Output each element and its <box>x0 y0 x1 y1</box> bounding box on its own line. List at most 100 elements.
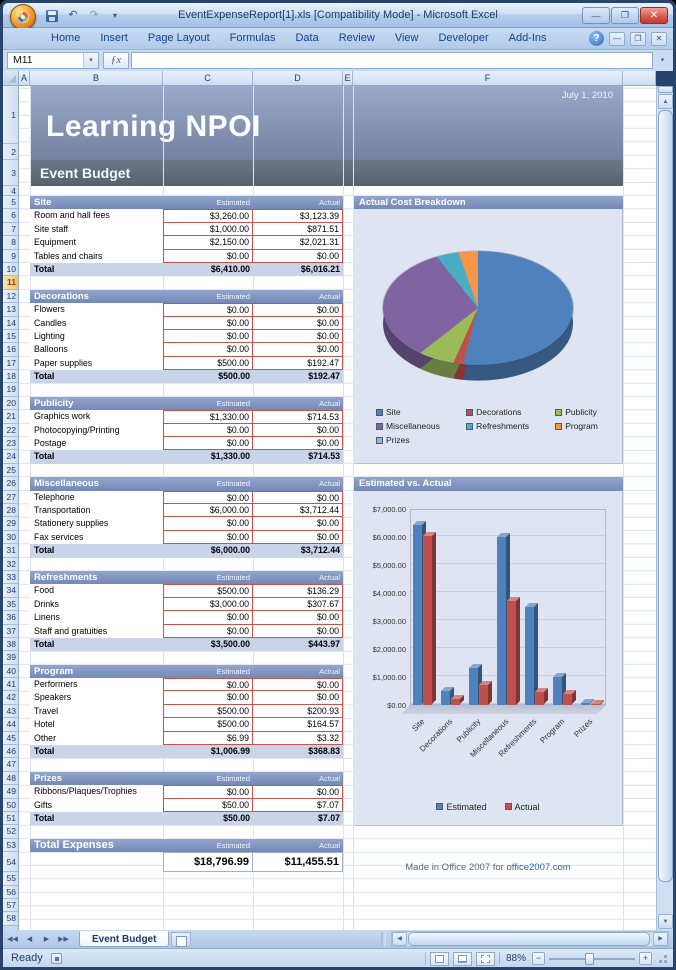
row-header-57[interactable]: 57 <box>3 898 18 913</box>
cell-actual[interactable]: $0.00 <box>253 423 343 438</box>
row-header-36[interactable]: 36 <box>3 611 18 625</box>
total-estimated[interactable]: $1,006.99 <box>210 746 250 757</box>
row-header-39[interactable]: 39 <box>3 651 18 665</box>
scroll-left-icon[interactable]: ◀ <box>392 932 407 946</box>
row-header-28[interactable]: 28 <box>3 503 18 518</box>
cell-estimated[interactable]: $0.00 <box>163 611 253 625</box>
row-header-42[interactable]: 42 <box>3 691 18 705</box>
cell-estimated[interactable]: $0.00 <box>163 490 253 504</box>
cell-actual[interactable]: $136.29 <box>253 584 343 598</box>
scroll-right-icon[interactable]: ▶ <box>653 932 668 946</box>
cell-estimated[interactable]: $0.00 <box>163 343 253 357</box>
zoom-in-button[interactable]: + <box>639 952 652 965</box>
previous-sheet-button[interactable]: ◀ <box>26 936 33 943</box>
row-header-11[interactable]: 11 <box>3 276 18 290</box>
row-header-56[interactable]: 56 <box>3 885 18 899</box>
workbook-restore-button[interactable]: ❐ <box>630 31 646 46</box>
row-header-46[interactable]: 46 <box>3 745 18 759</box>
cell-actual[interactable]: $0.00 <box>253 624 343 638</box>
cell-label[interactable]: Graphics work <box>30 410 163 424</box>
formula-bar-expand-icon[interactable]: ▾ <box>660 57 665 64</box>
horizontal-scroll-thumb[interactable] <box>408 932 650 946</box>
row-header-24[interactable]: 24 <box>3 450 18 464</box>
cell-actual[interactable]: $0.00 <box>253 691 343 705</box>
page-break-view-button[interactable] <box>475 951 495 966</box>
row-header-6[interactable]: 6 <box>3 209 18 223</box>
vertical-scroll-thumb[interactable] <box>658 110 673 882</box>
cell-actual[interactable]: $0.00 <box>253 249 343 263</box>
row-header-27[interactable]: 27 <box>3 490 18 504</box>
vertical-split-handle[interactable] <box>658 86 673 93</box>
row-header-5[interactable]: 5 <box>3 196 18 210</box>
row-header-41[interactable]: 41 <box>3 678 18 692</box>
cell-label[interactable]: Food <box>30 584 163 598</box>
cell-label[interactable]: Other <box>30 731 163 746</box>
row-header-23[interactable]: 23 <box>3 437 18 451</box>
scroll-up-icon[interactable]: ▲ <box>658 94 673 109</box>
cell-actual[interactable]: $714.53 <box>253 410 343 424</box>
total-estimated[interactable]: $3,500.00 <box>210 638 250 649</box>
cell-label[interactable]: Drinks <box>30 597 163 612</box>
row-header-13[interactable]: 13 <box>3 303 18 317</box>
workbook-minimize-button[interactable]: — <box>609 31 625 46</box>
cell-estimated[interactable]: $3,260.00 <box>163 209 253 223</box>
row-header-25[interactable]: 25 <box>3 463 18 478</box>
column-header-a[interactable]: A <box>19 71 30 86</box>
worksheet-grid[interactable]: July 1, 2010 Learning NPOI Event Budget … <box>19 86 656 930</box>
row-header-33[interactable]: 33 <box>3 570 18 585</box>
save-button[interactable] <box>43 7 61 24</box>
ribbon-tab-view[interactable]: View <box>394 32 419 44</box>
total-estimated[interactable]: $1,330.00 <box>210 451 250 462</box>
cell-actual[interactable]: $0.00 <box>253 303 343 317</box>
cell-label[interactable]: Staff and gratuities <box>30 624 163 638</box>
grand-total-estimated[interactable]: $18,796.99 <box>163 852 253 873</box>
first-sheet-button[interactable]: ◀◀ <box>7 936 18 943</box>
row-header-4[interactable]: 4 <box>3 186 18 196</box>
column-header-b[interactable]: B <box>30 71 163 86</box>
resize-grip[interactable] <box>656 952 669 965</box>
cell-estimated[interactable]: $0.00 <box>163 624 253 638</box>
row-header-2[interactable]: 2 <box>3 144 18 160</box>
restore-button[interactable]: ❐ <box>611 7 639 24</box>
cell-actual[interactable]: $0.00 <box>253 517 343 531</box>
footer-link[interactable]: office2007.com <box>506 862 571 873</box>
cell-label[interactable]: Room and hall fees <box>30 209 163 223</box>
cell-actual[interactable]: $164.57 <box>253 718 343 732</box>
row-header-53[interactable]: 53 <box>3 838 18 853</box>
row-header-18[interactable]: 18 <box>3 370 18 384</box>
row-header-15[interactable]: 15 <box>3 329 18 344</box>
row-header-31[interactable]: 31 <box>3 544 18 558</box>
cell-actual[interactable]: $3.32 <box>253 731 343 746</box>
cell-label[interactable]: Transportation <box>30 503 163 518</box>
macro-record-button[interactable] <box>51 953 62 964</box>
cell-estimated[interactable]: $500.00 <box>163 704 253 719</box>
cell-estimated[interactable]: $500.00 <box>163 356 253 371</box>
horizontal-scrollbar[interactable]: ◀ ▶ <box>391 931 669 947</box>
cell-estimated[interactable]: $0.00 <box>163 329 253 344</box>
row-header-21[interactable]: 21 <box>3 410 18 424</box>
close-button[interactable]: ✕ <box>640 7 668 24</box>
row-header-12[interactable]: 12 <box>3 289 18 304</box>
row-header-8[interactable]: 8 <box>3 236 18 250</box>
row-header-52[interactable]: 52 <box>3 825 18 839</box>
redo-button[interactable]: ↷ <box>85 7 103 24</box>
cell-actual[interactable]: $0.00 <box>253 611 343 625</box>
cell-label[interactable]: Photocopying/Printing <box>30 423 163 438</box>
cell-actual[interactable]: $0.00 <box>253 678 343 692</box>
total-actual[interactable]: $7.07 <box>317 812 340 823</box>
cell-estimated[interactable]: $0.00 <box>163 785 253 799</box>
ribbon-tab-home[interactable]: Home <box>51 32 81 44</box>
minimize-button[interactable]: — <box>582 7 610 24</box>
row-header-3[interactable]: 3 <box>3 160 18 186</box>
cell-label[interactable]: Telephone <box>30 490 163 504</box>
total-actual[interactable]: $368.83 <box>308 746 340 757</box>
cell-label[interactable]: Balloons <box>30 343 163 357</box>
column-header-d[interactable]: D <box>253 71 343 86</box>
zoom-level[interactable]: 88% <box>505 953 526 964</box>
total-estimated[interactable]: $6,410.00 <box>210 263 250 274</box>
row-header-45[interactable]: 45 <box>3 731 18 746</box>
row-header-48[interactable]: 48 <box>3 771 18 786</box>
vertical-scrollbar[interactable]: ▲ ▼ <box>656 86 673 930</box>
column-header-c[interactable]: C <box>163 71 253 86</box>
row-header-16[interactable]: 16 <box>3 343 18 357</box>
